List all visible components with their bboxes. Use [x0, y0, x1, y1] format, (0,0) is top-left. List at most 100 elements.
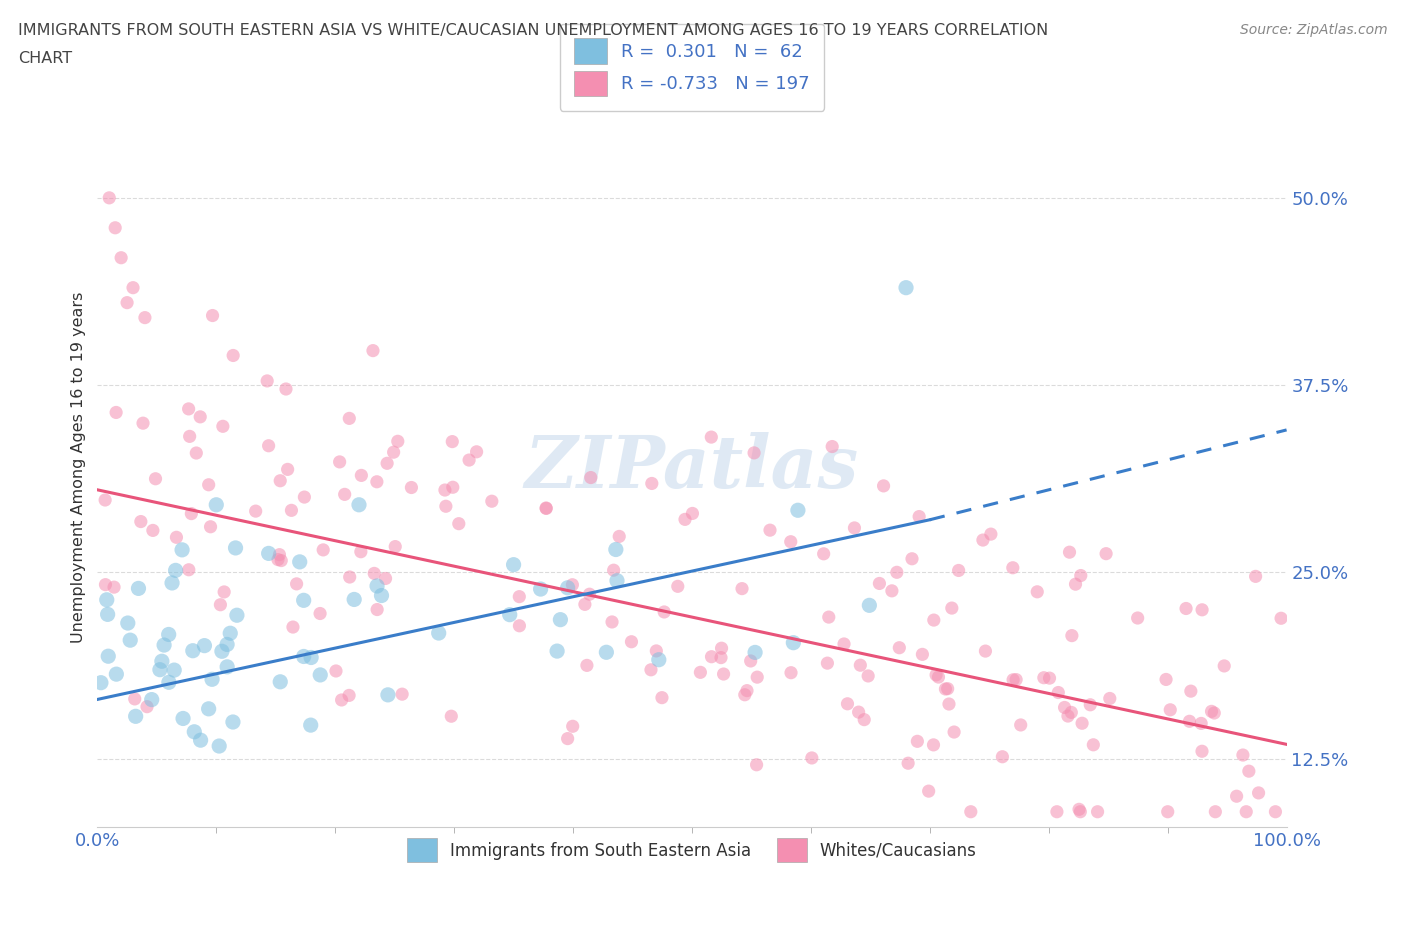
Point: [299, 718, 322, 733]
Point: [177, 563, 200, 578]
Point: [1057, 709, 1080, 724]
Point: [141, 692, 163, 707]
Point: [132, 416, 155, 431]
Point: [337, 688, 360, 703]
Point: [1005, 672, 1028, 687]
Point: [193, 638, 215, 653]
Point: [731, 581, 754, 596]
Point: [557, 580, 579, 595]
Point: [117, 616, 139, 631]
Point: [427, 626, 450, 641]
Point: [269, 674, 291, 689]
Point: [880, 583, 903, 598]
Text: ZIPatlas: ZIPatlas: [524, 432, 859, 503]
Point: [1002, 672, 1025, 687]
Point: [201, 671, 224, 686]
Point: [853, 712, 876, 727]
Point: [309, 668, 332, 683]
Point: [267, 552, 290, 567]
Point: [104, 220, 127, 235]
Point: [934, 682, 956, 697]
Point: [124, 692, 146, 707]
Point: [1071, 716, 1094, 731]
Point: [780, 665, 803, 680]
Point: [127, 581, 149, 596]
Point: [150, 654, 173, 669]
Point: [1159, 702, 1181, 717]
Point: [288, 554, 311, 569]
Point: [800, 751, 823, 765]
Text: Source: ZipAtlas.com: Source: ZipAtlas.com: [1240, 23, 1388, 37]
Point: [90, 675, 112, 690]
Point: [181, 644, 204, 658]
Point: [1232, 748, 1254, 763]
Point: [786, 503, 808, 518]
Point: [188, 409, 211, 424]
Point: [1191, 603, 1213, 618]
Point: [434, 498, 457, 513]
Point: [325, 663, 347, 678]
Point: [347, 498, 370, 512]
Point: [1247, 786, 1270, 801]
Point: [269, 473, 291, 488]
Point: [165, 563, 187, 578]
Point: [943, 724, 966, 739]
Point: [938, 697, 960, 711]
Point: [742, 445, 765, 460]
Point: [145, 472, 167, 486]
Point: [105, 405, 128, 420]
Point: [1201, 704, 1223, 719]
Point: [972, 533, 994, 548]
Point: [122, 280, 145, 295]
Point: [163, 663, 186, 678]
Point: [530, 581, 553, 596]
Point: [927, 670, 949, 684]
Point: [734, 687, 756, 702]
Point: [605, 542, 627, 557]
Point: [256, 374, 278, 389]
Point: [110, 250, 132, 265]
Point: [312, 542, 335, 557]
Text: IMMIGRANTS FROM SOUTH EASTERN ASIA VS WHITE/CAUCASIAN UNEMPLOYMENT AMONG AGES 16: IMMIGRANTS FROM SOUTH EASTERN ASIA VS WH…: [18, 23, 1049, 38]
Point: [759, 523, 782, 538]
Point: [561, 578, 583, 592]
Point: [1204, 706, 1226, 721]
Point: [481, 494, 503, 509]
Point: [1126, 611, 1149, 626]
Point: [366, 602, 388, 617]
Point: [745, 757, 768, 772]
Point: [844, 521, 866, 536]
Point: [361, 343, 384, 358]
Y-axis label: Unemployment Among Ages 16 to 19 years: Unemployment Among Ages 16 to 19 years: [72, 292, 86, 643]
Point: [136, 699, 159, 714]
Point: [292, 593, 315, 608]
Point: [339, 569, 361, 584]
Point: [700, 649, 723, 664]
Point: [382, 445, 405, 459]
Point: [222, 714, 245, 729]
Point: [384, 539, 406, 554]
Point: [922, 737, 945, 752]
Point: [681, 506, 703, 521]
Point: [226, 608, 249, 623]
Point: [905, 734, 928, 749]
Point: [700, 430, 723, 445]
Point: [350, 544, 373, 559]
Point: [129, 514, 152, 529]
Point: [94, 578, 117, 592]
Point: [868, 576, 890, 591]
Point: [98, 191, 121, 206]
Point: [648, 652, 671, 667]
Point: [153, 638, 176, 653]
Point: [1178, 714, 1201, 729]
Point: [856, 669, 879, 684]
Point: [105, 667, 128, 682]
Point: [1070, 568, 1092, 583]
Point: [330, 693, 353, 708]
Point: [186, 445, 208, 460]
Point: [747, 670, 769, 684]
Point: [374, 571, 396, 586]
Point: [350, 468, 373, 483]
Point: [157, 627, 180, 642]
Point: [779, 534, 801, 549]
